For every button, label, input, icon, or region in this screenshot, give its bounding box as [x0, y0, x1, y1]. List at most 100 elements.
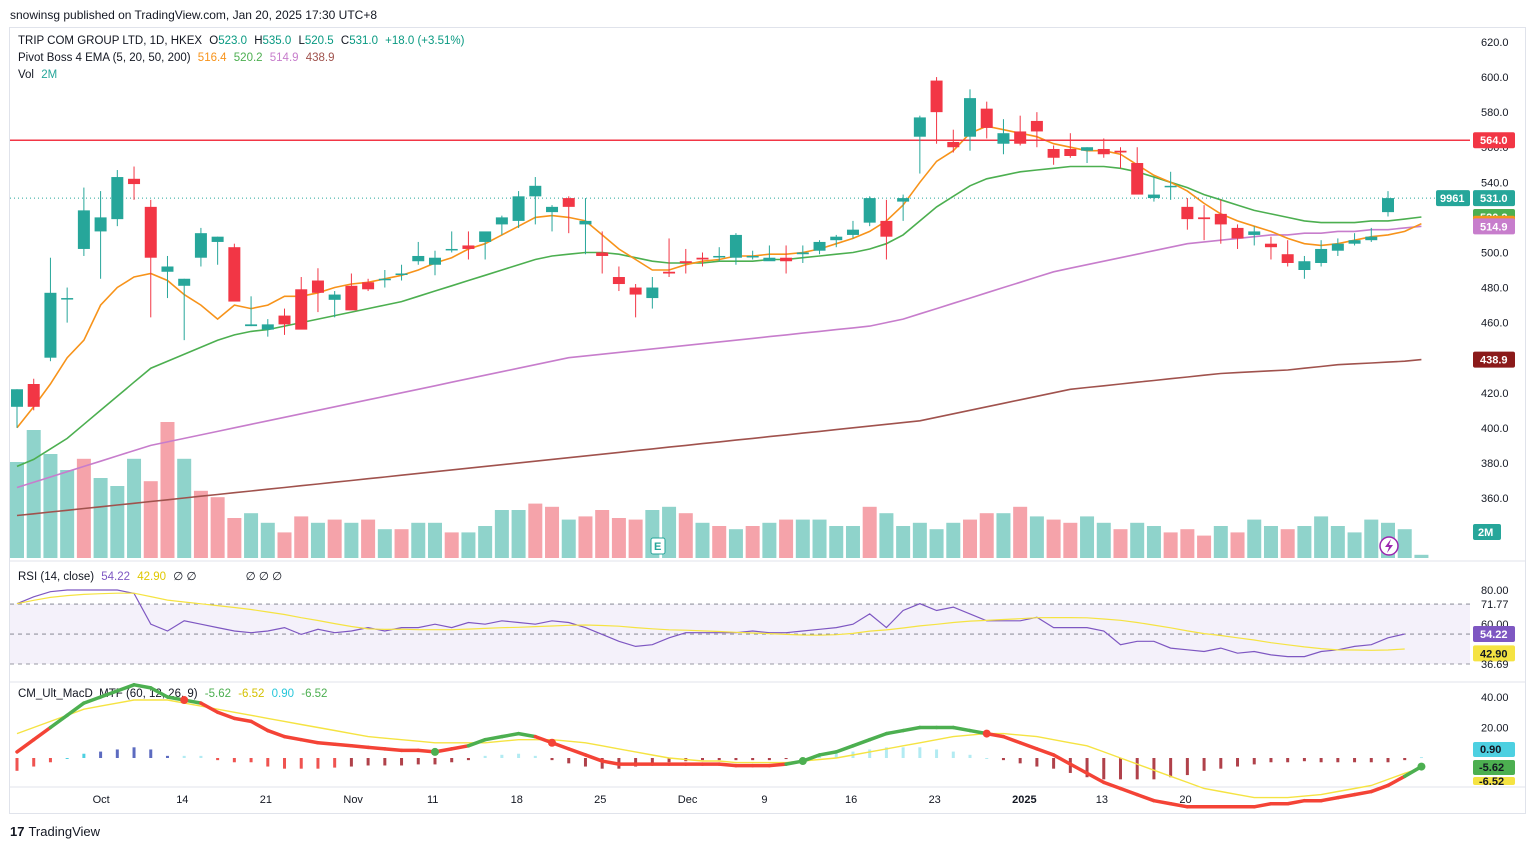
macd-histogram-bar [483, 755, 487, 758]
price-tick-label: 620.0 [1481, 37, 1509, 49]
macd-line-segment [867, 731, 889, 742]
macd-tag-label: 0.90 [1480, 744, 1501, 756]
candle-body [746, 255, 759, 258]
candle-body [1030, 120, 1043, 132]
rsi-value: 54.22 [101, 571, 131, 583]
candle-body [1365, 236, 1378, 241]
macd-histogram-bar [583, 758, 587, 767]
macd-cross-dot [180, 696, 189, 705]
volume-bar [60, 470, 75, 558]
macd-line-segment [48, 713, 69, 730]
time-tick-label: 21 [260, 794, 272, 806]
volume-last-badge-label: 9961 [1440, 193, 1464, 205]
macd-histogram-bar [1001, 758, 1005, 761]
high-value: 535.0 [262, 35, 292, 47]
candle-body [897, 198, 910, 202]
macd-histogram-bar [1286, 758, 1290, 763]
macd-histogram-bar [266, 758, 270, 767]
time-tick-label: 16 [845, 794, 857, 806]
candle-body [1281, 254, 1294, 263]
chart-frame[interactable] [9, 27, 1526, 814]
ema200-line [16, 358, 1422, 517]
candle-body [345, 285, 358, 311]
macd-histogram-bar [567, 758, 571, 764]
volume-bar [1063, 522, 1078, 558]
rsi-ma-tag [1473, 645, 1515, 662]
volume-bar [461, 532, 476, 558]
volume-bar [1280, 529, 1295, 558]
macd-tag-label: -5.62 [1479, 762, 1504, 774]
volume-bar [963, 519, 978, 558]
macd-line-segment [98, 689, 120, 699]
candle-body [161, 266, 174, 272]
candle-body [763, 257, 776, 262]
price-tag-label: 564.0 [1480, 135, 1508, 147]
rsi-ma-line [16, 592, 1405, 651]
volume-bar [494, 510, 509, 558]
ema-indicator-name: Pivot Boss 4 EMA (5, 20, 50, 200) [18, 52, 191, 64]
volume-bar [411, 522, 426, 558]
rsi-tag-label: 54.22 [1480, 629, 1508, 641]
volume-bar [779, 519, 794, 558]
volume-bar [712, 526, 727, 558]
price-tick-label: 380.0 [1481, 458, 1509, 470]
macd-line-segment [1168, 802, 1190, 809]
macd-histogram-bar [667, 758, 671, 763]
price-tag [1473, 218, 1515, 235]
tradingview-logo-icon: 17 [10, 824, 25, 839]
macd-histogram-bar [784, 758, 788, 760]
volume-bar [1163, 532, 1178, 558]
macd-cross-dot [430, 747, 439, 756]
macd-line-segment [767, 762, 788, 768]
price-tag [1473, 351, 1515, 368]
macd-histogram-bar [1403, 758, 1407, 761]
volume-bar [1013, 506, 1028, 558]
ema20-value: 520.2 [233, 52, 263, 64]
macd-line-segment [65, 701, 86, 718]
volume-bar [1096, 522, 1111, 558]
candle-body [128, 178, 141, 185]
price-tick-label: 400.0 [1481, 423, 1509, 435]
candle-body [194, 233, 207, 258]
volume-bar [929, 529, 944, 558]
candle-body [144, 206, 157, 258]
macd-line-segment [1386, 774, 1407, 788]
volume-bar [1180, 529, 1195, 558]
volume-bar [377, 529, 392, 558]
candle-body [930, 80, 943, 113]
macd-histogram-bar [165, 755, 169, 758]
macd-cross-dot [548, 738, 557, 747]
candle-body [395, 273, 408, 276]
candle-body [11, 389, 23, 407]
volume-bar [745, 526, 760, 558]
candle-body [947, 141, 960, 148]
candle-body [211, 236, 224, 242]
macd-histogram-bar [1353, 758, 1357, 763]
candle-body [980, 108, 993, 128]
macd-line-segment [199, 701, 220, 714]
candle-body [1114, 150, 1127, 153]
macd-line-segment [15, 737, 36, 754]
macd-line-segment [1319, 795, 1340, 803]
volume-bar [1029, 516, 1044, 558]
macd-v1: -5.62 [204, 688, 232, 700]
macd-line-segment [82, 695, 103, 705]
candle-body [663, 271, 676, 274]
volume-bar [427, 522, 442, 558]
price-tag [1473, 132, 1515, 149]
ema-legend: Pivot Boss 4 EMA (5, 20, 50, 200) 516.4 … [18, 52, 339, 64]
volume-bar [1347, 532, 1362, 558]
macd-histogram-bar [1236, 758, 1240, 767]
macd-histogram-bar [1419, 757, 1423, 759]
macd-tag-label: -6.52 [1479, 776, 1504, 788]
close-label: C [340, 35, 350, 47]
volume-bar [193, 490, 208, 558]
candle-body [1081, 147, 1094, 151]
candle-body [1382, 198, 1394, 213]
macd-histogram-bar [717, 758, 721, 761]
macd-histogram-bar [634, 758, 638, 767]
price-tick-label: 420.0 [1481, 388, 1509, 400]
macd-line-segment [1035, 747, 1056, 757]
candle-body [111, 177, 124, 220]
